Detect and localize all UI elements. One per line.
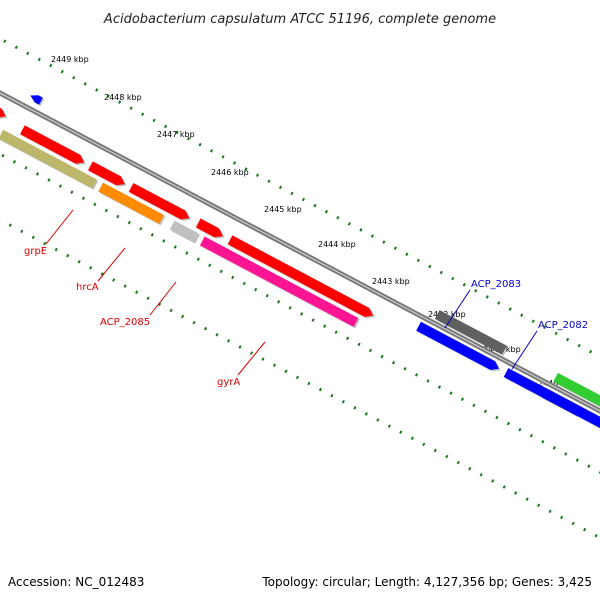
gene-label-leader [45, 209, 74, 245]
cds-feature-red[interactable] [88, 161, 125, 186]
gene-label-leader [97, 247, 126, 282]
dotted-track-3 [0, 218, 600, 540]
gene-label-leader [149, 281, 177, 316]
scale-tick-label: 2447 kbp [157, 130, 195, 139]
cds-feature-red[interactable] [195, 218, 223, 238]
cds-feature-green[interactable] [553, 372, 600, 417]
gene-label-ACP_2082[interactable]: ACP_2082 [538, 320, 588, 331]
scale-tick-label: 2444 kbp [318, 240, 356, 249]
summary-text: Topology: circular; Length: 4,127,356 bp… [261, 575, 592, 589]
cds-feature-red[interactable] [0, 90, 6, 118]
map-title: Acidobacterium capsulatum ATCC 51196, co… [103, 12, 496, 27]
gene-label-ACP_2083[interactable]: ACP_2083 [471, 279, 521, 290]
accession-text: Accession: NC_012483 [8, 575, 144, 589]
gene-ACP_2085-feature[interactable] [169, 220, 199, 243]
scale-tick-label: 2446 kbp [211, 168, 249, 177]
gene-hrcA-feature[interactable] [98, 182, 164, 224]
scale-tick-label: 2449 kbp [51, 55, 89, 64]
cds-feature-red[interactable] [20, 125, 85, 164]
cds-feature-blue[interactable] [30, 95, 43, 105]
backbone-line [0, 90, 600, 414]
gene-label-leader [444, 289, 471, 329]
gene-labels: grpE hrcA ACP_2085 gyrA ACP_2083 ACP_2082 [24, 209, 588, 388]
genome-backbone [0, 90, 600, 414]
cds-feature-red[interactable] [128, 182, 190, 220]
gene-label-leader [237, 341, 266, 376]
backbone-highlight [0, 92, 600, 412]
scale-tick-label: 2448 kbp [104, 93, 142, 102]
gene-label-hrcA[interactable]: hrcA [76, 282, 99, 293]
cds-feature-red[interactable] [227, 235, 374, 317]
gene-label-leader [511, 330, 538, 370]
scale-tick-label: 2445 kbp [264, 205, 302, 214]
gene-label-grpE[interactable]: grpE [24, 246, 47, 257]
gene-features [0, 90, 600, 434]
gene-label-gyrA[interactable]: gyrA [217, 377, 240, 388]
gene-ACP_2083-arrow[interactable] [416, 321, 499, 370]
gene-grpE-feature[interactable] [0, 129, 97, 189]
cds-feature-blue[interactable] [540, 387, 600, 434]
scale-tick-label: 2443 kbp [372, 277, 410, 286]
gene-gyrA-feature[interactable] [199, 236, 359, 327]
gene-ACP_2083-feature[interactable] [434, 310, 507, 355]
gene-label-ACP_2085[interactable]: ACP_2085 [100, 317, 150, 328]
